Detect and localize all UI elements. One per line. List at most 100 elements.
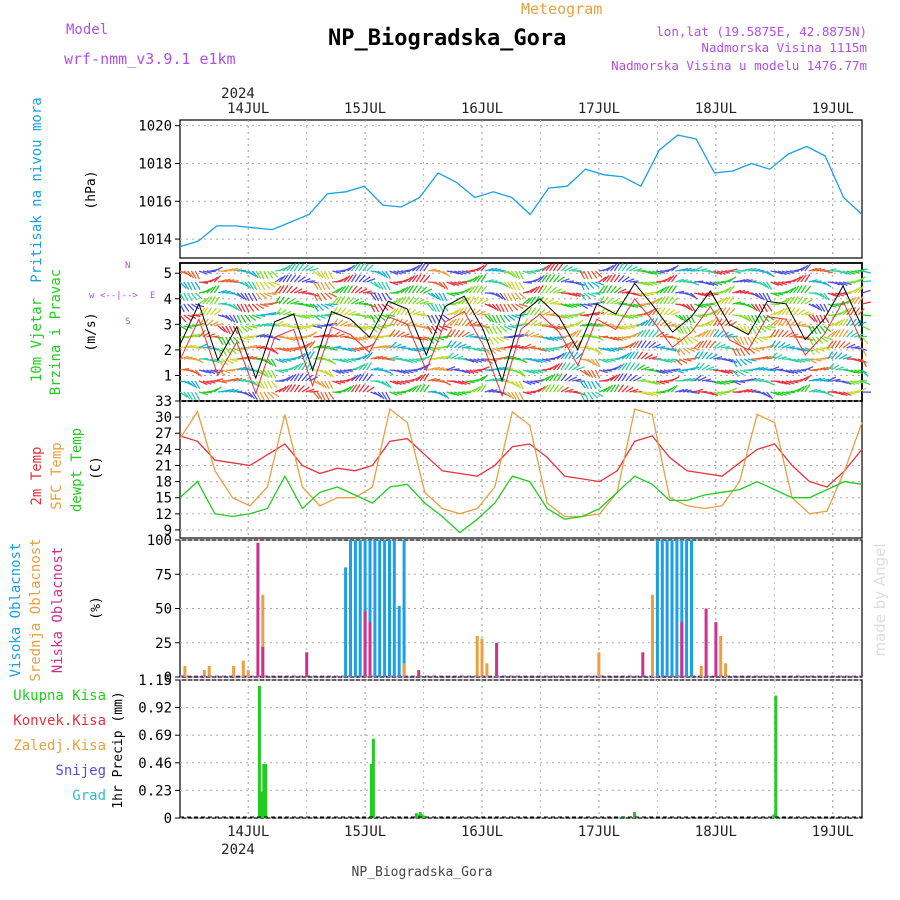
temp-sfc-line <box>179 407 863 518</box>
wind-arrow <box>568 292 578 297</box>
wind-arrow <box>392 330 401 338</box>
wind-arrow <box>579 292 587 301</box>
wind-arrow <box>530 333 540 338</box>
coords-text: lon,lat (19.5875E, 42.8875N) <box>656 24 867 39</box>
wind-arrow <box>857 285 865 294</box>
wind-arrow <box>328 303 338 306</box>
wind-arrow <box>850 296 857 305</box>
wind-arrow <box>514 369 524 376</box>
wind-arrow <box>259 369 267 377</box>
wind-arrow <box>613 274 621 283</box>
wind-arrow <box>629 374 637 382</box>
wind-arrow <box>511 314 521 319</box>
wind-arrow <box>491 303 499 312</box>
wind-arrow <box>484 314 492 322</box>
wind-arrow <box>511 303 519 311</box>
y-tick-label: 0.46 <box>138 756 172 772</box>
grid: 14JUL14JUL15JUL15JUL16JUL16JUL17JUL17JUL… <box>138 101 862 840</box>
wind-arrow <box>564 374 573 382</box>
wind-arrow <box>667 385 676 393</box>
bottom-year: 2024 <box>221 842 255 858</box>
wind-arrow <box>217 347 223 357</box>
wind-arrow <box>602 266 612 272</box>
wind-arrow <box>339 307 347 316</box>
wind-arrow <box>545 336 555 342</box>
top-day-label: 17JUL <box>578 101 620 117</box>
cloud-bar-mid <box>699 666 703 677</box>
wind-arrow <box>514 292 522 301</box>
wind-arrow <box>282 297 290 305</box>
wind-arrow <box>187 391 193 400</box>
wind-arrow <box>648 391 658 396</box>
wind-arrow <box>697 340 705 349</box>
wind-arrow <box>728 268 738 272</box>
wind-arrow <box>522 343 532 349</box>
wind-arrow <box>351 336 361 342</box>
wind-arrow <box>792 307 800 316</box>
wind-arrow <box>705 319 713 327</box>
wind-arrow <box>789 358 799 363</box>
wind-arrow <box>560 386 569 393</box>
wind-arrow <box>846 391 856 395</box>
wind-arrow <box>293 363 302 371</box>
wind-arrow <box>320 380 327 389</box>
wind-arrow <box>610 347 620 352</box>
wind-arrow <box>678 325 685 335</box>
precip-bar <box>774 695 778 818</box>
wind-arrow <box>347 347 357 353</box>
wind-arrow <box>804 263 812 272</box>
wind-arrow <box>518 380 525 390</box>
y-tick-label: 50 <box>155 602 172 618</box>
wind-arrow <box>774 270 784 275</box>
wind-arrow <box>347 358 357 362</box>
wind-arrow <box>644 281 654 287</box>
wind-arrow <box>533 285 541 294</box>
wind-arrow <box>861 314 872 317</box>
wind-arrow <box>293 274 301 283</box>
wind-arrow <box>667 358 677 363</box>
wind-arrow <box>800 358 810 362</box>
wind-arrow <box>861 270 871 274</box>
wind-arrow <box>393 391 403 396</box>
wind-arrow <box>842 270 852 276</box>
wind-arrow <box>419 384 426 393</box>
wind-arrow <box>773 329 780 338</box>
wind-arrow <box>579 333 589 338</box>
wind-arrow <box>191 314 201 317</box>
wind-arrow <box>274 307 282 316</box>
wind-arrow <box>800 274 807 283</box>
wind-arrow <box>392 297 401 305</box>
wind-arrow <box>583 270 589 280</box>
wind-arrow <box>465 296 472 305</box>
wind-arrow <box>446 352 454 360</box>
wind-arrow <box>556 373 563 382</box>
wind-arrow <box>861 280 871 283</box>
wind-arrow <box>560 362 567 371</box>
wind-arrow <box>202 369 212 374</box>
wind-arrow <box>206 333 216 338</box>
cloud-bar-high <box>655 540 659 677</box>
wind-arrow <box>808 388 818 393</box>
wind-arrow <box>835 292 845 297</box>
wind-arrow <box>343 369 353 372</box>
wind-arrow <box>232 303 240 312</box>
wind-arrow <box>667 323 677 327</box>
wind-arrow <box>812 377 822 382</box>
wind-arrow <box>259 322 269 327</box>
wind-arrow <box>393 281 403 284</box>
wind-arrow <box>591 347 600 354</box>
wind-arrow <box>796 266 806 272</box>
wind-arrow <box>190 270 197 280</box>
wind-arrow <box>450 270 460 275</box>
wind-arrow <box>419 300 429 305</box>
wind-arrow <box>430 303 437 313</box>
wind-arrow <box>549 263 556 272</box>
wind-arrow <box>770 340 777 349</box>
wind-arrow <box>476 376 486 382</box>
wind-arrow <box>773 340 781 349</box>
wind-arrow <box>682 314 689 323</box>
wind-arrow <box>632 340 640 349</box>
wind-arrow <box>210 320 219 327</box>
wind-arrow <box>823 292 830 301</box>
wind-arrow <box>697 362 705 371</box>
